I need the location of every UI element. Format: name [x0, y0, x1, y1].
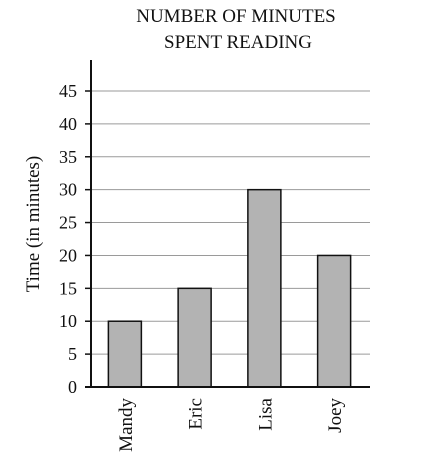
- category-label: Lisa: [255, 397, 276, 430]
- bars: [107, 188, 352, 388]
- category-label: Joey: [325, 398, 346, 433]
- y-tick-label: 10: [59, 311, 77, 331]
- category-labels: Mandy Eric Lisa Joey: [116, 397, 346, 451]
- bar-eric: [177, 287, 212, 388]
- y-axis-label: Time (in minutes): [23, 156, 44, 293]
- y-tick-labels: 0 5 10 15 20 25 30 35 40 45: [59, 81, 77, 397]
- y-tick-label: 25: [59, 213, 77, 233]
- y-tick-label: 35: [59, 147, 77, 167]
- bar-lisa: [247, 188, 282, 388]
- axes: [85, 60, 370, 388]
- y-tick-label: 5: [68, 344, 77, 364]
- y-tick-label: 30: [59, 180, 77, 200]
- bar-joey: [316, 254, 352, 388]
- y-tick-label: 45: [59, 81, 77, 101]
- category-label: Eric: [186, 398, 207, 430]
- bar-mandy: [107, 320, 143, 388]
- chart-title-line-1: NUMBER OF MINUTES: [136, 6, 336, 27]
- y-tick-label: 0: [68, 377, 77, 397]
- y-tick-label: 15: [59, 278, 77, 298]
- category-label: Mandy: [116, 398, 137, 452]
- y-tick-label: 40: [59, 114, 77, 134]
- y-tick-label: 20: [59, 245, 77, 265]
- chart-title-line-2: SPENT READING: [164, 32, 312, 53]
